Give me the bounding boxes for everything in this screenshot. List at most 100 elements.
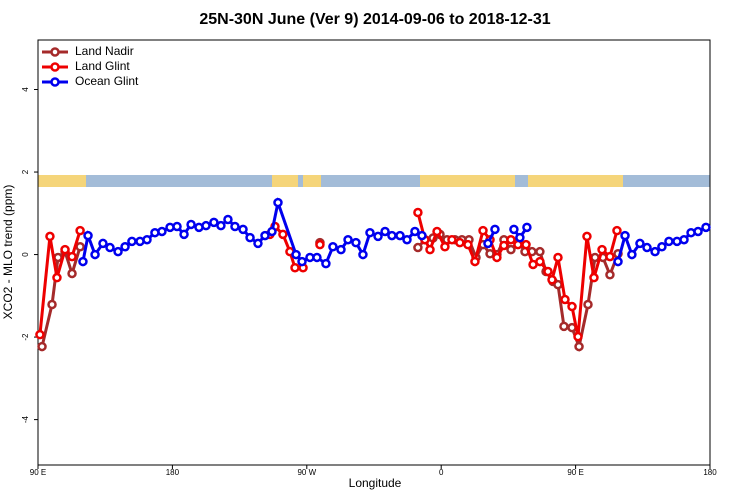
point xyxy=(358,249,368,260)
point xyxy=(470,256,480,267)
point xyxy=(483,238,493,249)
x-tick-label: 90 W xyxy=(297,468,316,477)
point xyxy=(172,221,182,232)
x-tick-label: 180 xyxy=(166,468,180,477)
point xyxy=(425,244,435,255)
point xyxy=(37,341,47,352)
point xyxy=(605,270,615,280)
point xyxy=(589,272,599,283)
point xyxy=(597,244,607,255)
map-strip xyxy=(38,175,710,187)
point xyxy=(380,226,390,237)
y-tick-label: 2 xyxy=(21,169,30,174)
point xyxy=(664,236,674,247)
point xyxy=(328,241,338,252)
point xyxy=(216,220,226,231)
point xyxy=(315,239,325,250)
point xyxy=(142,234,152,245)
point xyxy=(395,230,405,241)
point xyxy=(291,249,301,260)
point xyxy=(113,246,123,257)
legend-label: Ocean Glint xyxy=(75,74,139,88)
point xyxy=(343,234,353,245)
point xyxy=(463,239,473,250)
point xyxy=(490,224,500,235)
point xyxy=(679,234,689,245)
point xyxy=(365,227,375,238)
plot-frame xyxy=(37,39,711,466)
point xyxy=(413,242,423,253)
point xyxy=(45,231,55,242)
point xyxy=(499,240,509,251)
point xyxy=(105,242,115,253)
point xyxy=(506,234,516,245)
point xyxy=(230,221,240,232)
point xyxy=(387,230,397,241)
point xyxy=(635,238,645,249)
point xyxy=(90,249,100,260)
point xyxy=(574,341,584,352)
point xyxy=(253,238,263,249)
point xyxy=(657,241,667,252)
point xyxy=(402,234,412,245)
series-line xyxy=(38,230,82,335)
point xyxy=(297,256,307,267)
legend-marker xyxy=(50,77,60,87)
point xyxy=(351,237,361,248)
point xyxy=(582,231,592,242)
point xyxy=(67,268,77,279)
point xyxy=(642,242,652,253)
point xyxy=(693,226,703,237)
point xyxy=(120,241,130,252)
point xyxy=(559,321,569,332)
point xyxy=(553,252,563,263)
point xyxy=(336,244,346,255)
point xyxy=(157,226,167,237)
point xyxy=(478,225,488,236)
y-tick-label: 0 xyxy=(21,252,30,257)
point xyxy=(535,246,545,257)
point xyxy=(60,244,70,255)
point xyxy=(273,197,283,208)
point xyxy=(53,252,63,263)
point xyxy=(515,232,525,243)
x-tick-label: 0 xyxy=(439,468,444,477)
point xyxy=(127,236,137,247)
point xyxy=(186,219,196,230)
y-axis-label: XCO2 - MLO trend (ppm) xyxy=(1,185,15,320)
legend-label: Land Glint xyxy=(75,59,130,73)
x-tick-label: 90 E xyxy=(567,468,583,477)
point xyxy=(506,244,516,255)
chart-title: 25N-30N June (Ver 9) 2014-09-06 to 2018-… xyxy=(199,11,550,28)
point xyxy=(75,225,85,236)
point xyxy=(701,222,711,233)
point xyxy=(521,239,531,250)
y-tick-label: -4 xyxy=(21,416,30,424)
point xyxy=(567,301,577,312)
point xyxy=(573,331,583,342)
point xyxy=(627,249,637,260)
point xyxy=(260,230,270,241)
point xyxy=(543,266,553,277)
point xyxy=(78,256,88,267)
point xyxy=(321,258,331,269)
point xyxy=(432,226,442,237)
legend-marker xyxy=(50,47,60,57)
point xyxy=(75,241,85,252)
point xyxy=(245,232,255,243)
x-axis-label: Longitude xyxy=(349,476,402,490)
point xyxy=(98,238,108,249)
point xyxy=(613,256,623,267)
point xyxy=(447,234,457,245)
point xyxy=(417,230,427,241)
point xyxy=(560,294,570,305)
point xyxy=(179,229,189,240)
point xyxy=(620,230,630,241)
point xyxy=(312,252,322,263)
point xyxy=(223,214,233,225)
y-tick-label: -2 xyxy=(21,333,30,341)
point xyxy=(47,299,57,310)
point xyxy=(590,252,600,263)
point xyxy=(440,241,450,252)
